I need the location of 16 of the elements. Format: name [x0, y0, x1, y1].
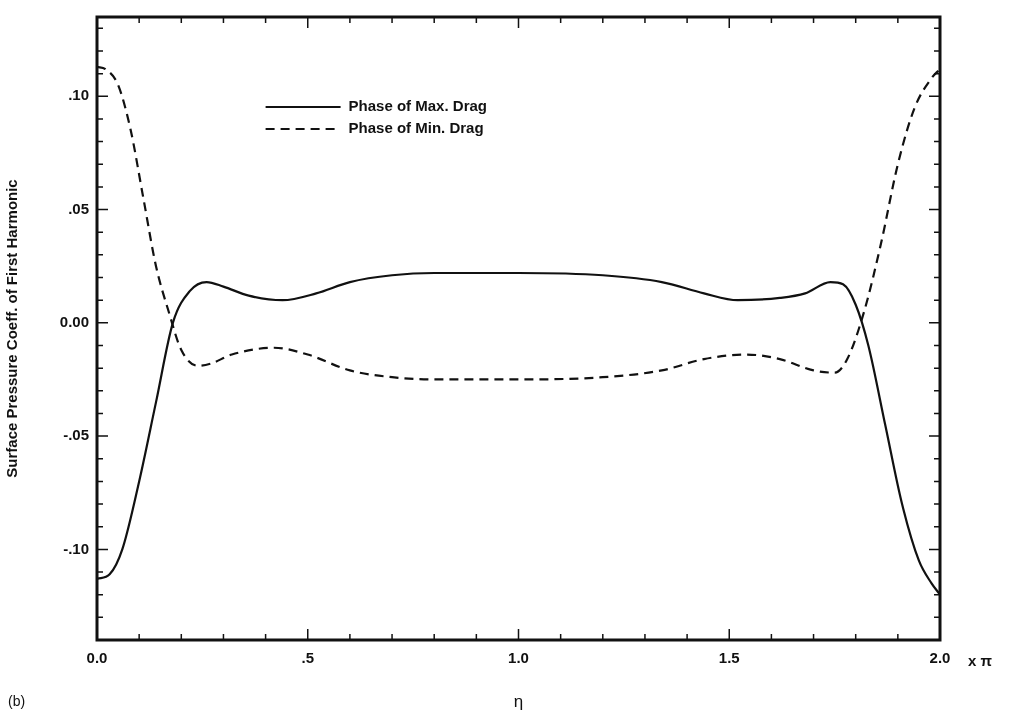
legend-label: Phase of Min. Drag: [348, 119, 484, 137]
x-axis-title: η: [513, 692, 524, 712]
x-tick-label: 1.5: [718, 649, 740, 667]
legend-label: Phase of Max. Drag: [348, 97, 487, 115]
x-tick-label: 2.0: [929, 649, 951, 667]
text: (b): [8, 692, 26, 709]
y-tick-label: 0.00: [59, 312, 89, 330]
text: x π: [968, 652, 993, 670]
y-tick-label: .05: [68, 199, 89, 217]
y-tick-label: -.10: [63, 539, 89, 557]
y-axis-title: Surface Pressure Coeff. of First Harmonic: [3, 179, 21, 478]
x-tick-label: .5: [301, 649, 315, 667]
x-tick-label: 1.0: [508, 649, 529, 667]
y-tick-label: -.05: [63, 426, 89, 444]
x-tick-label: 0.0: [86, 649, 108, 667]
y-tick-label: .10: [68, 86, 89, 104]
